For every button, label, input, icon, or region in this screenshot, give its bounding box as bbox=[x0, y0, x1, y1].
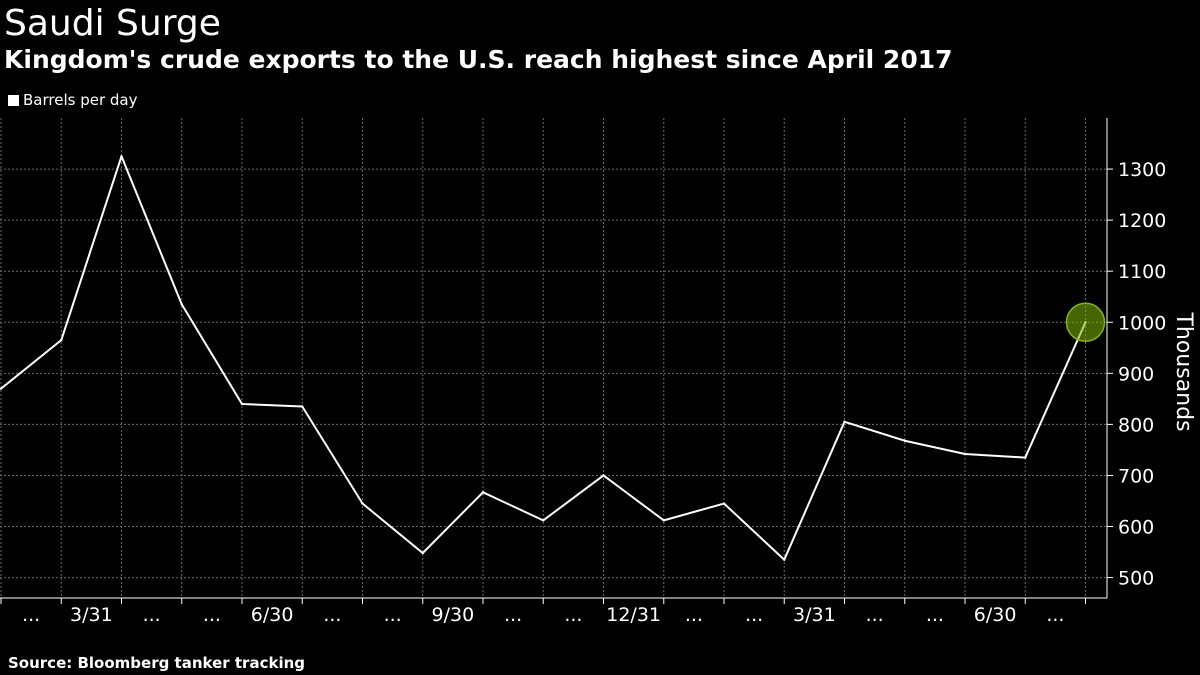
x-tick-label: ... bbox=[564, 604, 582, 626]
data-point bbox=[0, 387, 3, 390]
legend-label: Barrels per day bbox=[23, 91, 138, 109]
data-point bbox=[421, 551, 424, 555]
x-tick-label: ... bbox=[22, 604, 40, 626]
x-tick-label: 6/30 bbox=[974, 604, 1017, 626]
data-point bbox=[843, 420, 846, 424]
data-point bbox=[301, 405, 304, 408]
x-tick-label: ... bbox=[143, 604, 161, 626]
y-tick-label: 800 bbox=[1118, 414, 1154, 436]
data-point bbox=[240, 402, 244, 406]
data-point bbox=[602, 474, 605, 477]
data-point bbox=[662, 519, 665, 522]
gridlines bbox=[0, 118, 1107, 598]
data-point bbox=[783, 558, 786, 561]
source-note: Source: Bloomberg tanker tracking bbox=[8, 654, 306, 672]
data-point bbox=[722, 502, 726, 505]
data-point bbox=[963, 452, 967, 456]
y-tick-label: 900 bbox=[1118, 363, 1154, 385]
x-tick-label: 3/31 bbox=[70, 604, 113, 626]
y-tick-label: 1300 bbox=[1118, 159, 1166, 181]
x-tick-label: 3/31 bbox=[793, 604, 836, 626]
data-point bbox=[120, 155, 123, 158]
y-tick-label: 1200 bbox=[1118, 210, 1166, 232]
y-tick-label: 1100 bbox=[1118, 261, 1166, 283]
x-tick-label: 9/30 bbox=[432, 604, 475, 626]
data-point bbox=[481, 491, 485, 494]
data-point bbox=[180, 303, 183, 306]
x-tick-label: 12/31 bbox=[606, 604, 661, 626]
data-point bbox=[542, 519, 545, 522]
x-tick-label: ... bbox=[866, 604, 884, 626]
highlight-marker bbox=[1065, 302, 1106, 343]
legend: Barrels per day bbox=[8, 90, 137, 110]
x-tick-label: ... bbox=[745, 604, 763, 626]
data-point bbox=[361, 502, 364, 505]
y-axis: 500 600 700 800 900 1000 1100 1200 1300 bbox=[1106, 118, 1166, 598]
x-tick-label: ... bbox=[504, 604, 522, 626]
x-tick-label: ... bbox=[384, 604, 402, 626]
x-tick-label: ... bbox=[323, 604, 341, 626]
y-unit-label: Thousands bbox=[1171, 311, 1196, 431]
chart-subtitle: Kingdom's crude exports to the U.S. reac… bbox=[4, 45, 953, 74]
data-point bbox=[903, 439, 906, 442]
legend-swatch bbox=[8, 94, 19, 106]
y-tick-label: 700 bbox=[1118, 465, 1154, 487]
x-tick-label: ... bbox=[685, 604, 703, 626]
chart-title: Saudi Surge bbox=[4, 3, 221, 44]
x-tick-label: ... bbox=[203, 604, 221, 626]
series bbox=[0, 155, 1106, 561]
x-tick-label: ... bbox=[926, 604, 944, 626]
x-axis: ... 3/31...... 6/30...... 9/30...... 12/31..… bbox=[0, 597, 1107, 626]
data-point bbox=[60, 338, 63, 342]
data-point bbox=[1024, 456, 1027, 459]
y-tick-label: 600 bbox=[1118, 517, 1154, 539]
x-tick-label: ... bbox=[1046, 604, 1064, 626]
y-tick-label: 1000 bbox=[1118, 312, 1166, 334]
x-tick-label: 6/30 bbox=[251, 604, 294, 626]
y-tick-label: 500 bbox=[1118, 568, 1154, 590]
